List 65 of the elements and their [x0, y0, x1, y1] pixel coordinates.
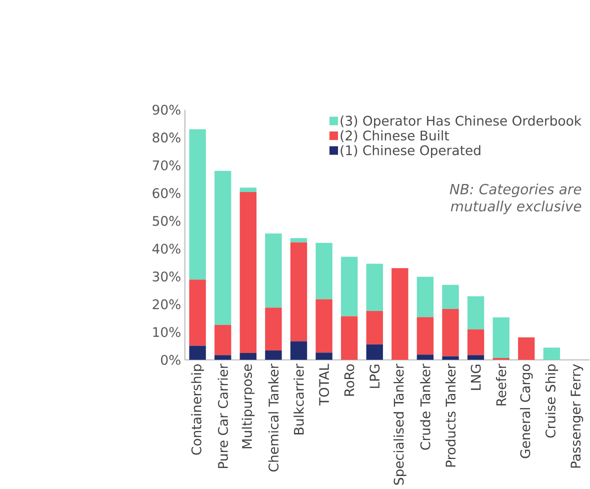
y-tick-label: 70% [152, 160, 180, 170]
bar [240, 187, 256, 192]
bar [290, 341, 308, 360]
x-tick-label: Containership [191, 364, 204, 455]
bar [290, 238, 308, 242]
bar [265, 350, 282, 360]
y-tick-label: 10% [153, 327, 180, 337]
x-tick-label: Specialised Tanker [394, 364, 406, 485]
x-tick-label: Reefer [496, 364, 506, 406]
annotation: NB: Categories are mutually exclusive [450, 183, 582, 214]
x-tick-label: LPG [370, 364, 380, 388]
y-tick-label: 20% [152, 299, 180, 310]
y-tick-label: 40% [152, 244, 180, 254]
bar [316, 299, 332, 353]
x-tick-label: Pure Car Carrier [218, 364, 228, 468]
bar [518, 337, 535, 360]
bar [240, 192, 256, 353]
bar [265, 233, 282, 308]
legend-label: (2) Chinese Built [340, 130, 450, 142]
x-tick-label: Products Tanker [445, 364, 456, 467]
bar [366, 264, 383, 311]
bar [467, 355, 484, 360]
bar [442, 284, 459, 309]
y-tick-label: 30% [152, 271, 180, 282]
x-tick-label: Crude Tanker [420, 364, 430, 450]
y-tick-label: 0% [161, 354, 180, 365]
bar [392, 268, 408, 360]
bar [416, 317, 434, 355]
x-tick-label: RoRo [344, 364, 354, 396]
x-tick-label: Cruise Ship [545, 364, 558, 438]
y-tick-label: 90% [152, 104, 180, 115]
bar [416, 276, 434, 317]
bar [265, 308, 282, 350]
y-tick-label: 80% [152, 132, 180, 142]
legend-label: (1) Chinese Operated [340, 144, 480, 158]
bar [290, 242, 308, 342]
x-tick-label: Multipurpose [242, 364, 255, 448]
bar [340, 316, 358, 360]
bar [340, 256, 358, 316]
legend-label: (3) Operator Has Chinese Orderbook [340, 115, 582, 128]
x-tick-label: General Cargo [520, 364, 533, 458]
x-tick-label: LNG [470, 364, 481, 390]
bar [214, 170, 232, 325]
bar [240, 352, 256, 360]
bar [416, 354, 434, 360]
x-tick-label: Passenger Ferry [570, 364, 584, 468]
bar [442, 308, 459, 356]
bar [214, 355, 232, 360]
y-tick-label: 60% [152, 188, 180, 198]
x-tick-label: Chemical Tanker [268, 364, 279, 472]
bar [316, 242, 332, 300]
bar [189, 279, 206, 346]
bar [467, 329, 484, 356]
bar [189, 129, 206, 280]
bar [189, 346, 206, 360]
x-tick-label: Bulkcarrier [294, 364, 304, 434]
y-tick-label: 50% [152, 216, 180, 226]
bar [366, 310, 383, 344]
bar [214, 324, 232, 356]
bar [467, 296, 484, 330]
x-tick-label: TOTAL [319, 364, 330, 406]
bar [543, 348, 560, 360]
bar [492, 317, 510, 358]
bar [366, 344, 383, 360]
bar [316, 352, 332, 360]
